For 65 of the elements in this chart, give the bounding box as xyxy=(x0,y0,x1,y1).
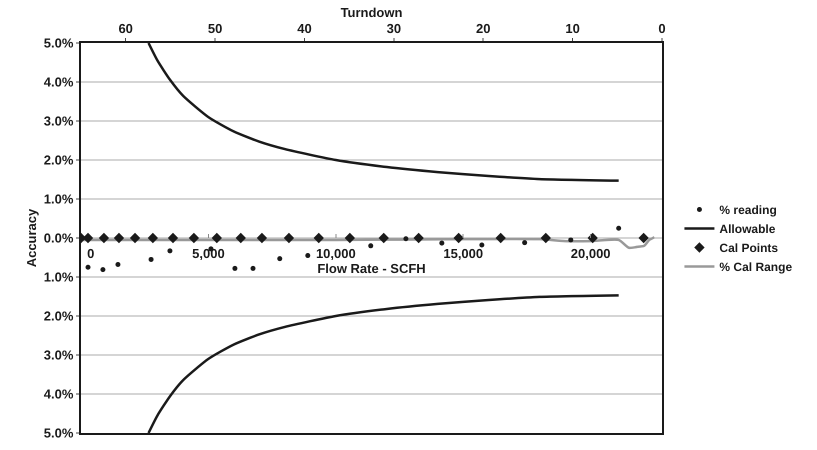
point xyxy=(114,232,124,244)
point xyxy=(540,232,551,244)
y-tick-label: 5.0% xyxy=(44,36,74,51)
legend-label: % reading xyxy=(719,203,777,218)
point xyxy=(277,256,282,262)
point xyxy=(403,236,408,242)
x2-tick-label: 30 xyxy=(386,20,402,36)
legend-label: Allowable xyxy=(719,222,776,236)
legend-label: Cal Points xyxy=(719,241,778,256)
x-axis-title: Flow Rate - SCFH xyxy=(317,261,426,276)
x2-tick-label: 20 xyxy=(476,20,490,36)
x2-axis-title: Turndown xyxy=(340,5,402,20)
point xyxy=(479,242,484,248)
x-tick-label: 15,000 xyxy=(443,246,484,261)
point xyxy=(587,232,598,244)
point xyxy=(148,232,158,244)
y-tick-label: 4.0% xyxy=(44,74,74,90)
y-axis-title: Accuracy xyxy=(24,208,40,268)
x-tick-label: 0 xyxy=(68,246,94,261)
point xyxy=(305,253,310,258)
y-tick-label: 1.0% xyxy=(44,192,74,207)
point xyxy=(98,232,110,244)
point xyxy=(148,256,154,262)
y-tick-label: 5.0% xyxy=(44,426,74,441)
point xyxy=(236,232,246,244)
point xyxy=(130,232,140,244)
point xyxy=(616,226,622,231)
point xyxy=(368,243,374,248)
y-tick-label: 3.0% xyxy=(44,348,74,363)
point xyxy=(344,232,356,244)
point xyxy=(522,240,528,246)
x-tick-label: 10,000 xyxy=(316,246,356,261)
x2-tick-label: 0 xyxy=(658,20,666,36)
point xyxy=(115,262,120,268)
point xyxy=(284,232,294,244)
point xyxy=(167,248,172,254)
point xyxy=(256,232,268,244)
x2-tick-label: 50 xyxy=(208,20,222,36)
y-tick-label: 1.0% xyxy=(44,270,74,285)
point xyxy=(100,267,106,272)
point xyxy=(232,266,238,271)
legend-label: % Cal Range xyxy=(719,260,792,274)
point xyxy=(378,232,389,244)
x2-tick-label: 40 xyxy=(297,20,312,36)
y-tick-label: 2.0% xyxy=(44,308,74,324)
y-tick-label: 0.0% xyxy=(44,230,74,246)
x2-tick-label: 60 xyxy=(118,20,133,36)
y-tick-label: 2.0% xyxy=(44,152,74,168)
point xyxy=(168,232,178,244)
point xyxy=(439,240,444,246)
x2-tick-label: 10 xyxy=(565,20,580,36)
point xyxy=(212,232,222,244)
y-tick-label: 3.0% xyxy=(44,114,74,129)
y-tick-label: 4.0% xyxy=(44,386,74,402)
point xyxy=(496,232,506,244)
point xyxy=(568,237,574,242)
point xyxy=(314,232,324,244)
point xyxy=(250,266,256,271)
point xyxy=(188,232,200,244)
x-tick-label: 20,000 xyxy=(570,246,611,261)
point xyxy=(638,232,649,244)
point xyxy=(453,232,464,244)
point xyxy=(413,232,424,244)
point xyxy=(86,264,91,270)
x-tick-label: 5,000 xyxy=(192,246,225,261)
